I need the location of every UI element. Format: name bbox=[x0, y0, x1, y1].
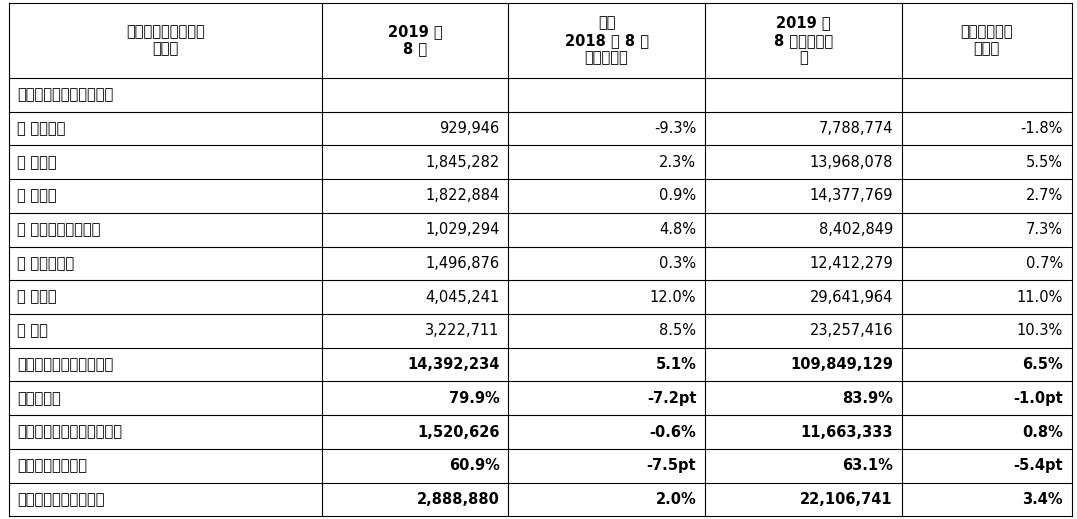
Text: 13,968,078: 13,968,078 bbox=[810, 155, 893, 170]
Text: 1,029,294: 1,029,294 bbox=[425, 222, 500, 237]
Text: 2019 年
8 月: 2019 年 8 月 bbox=[388, 24, 443, 57]
Text: 2.3%: 2.3% bbox=[659, 155, 696, 170]
Text: 23,257,416: 23,257,416 bbox=[810, 323, 893, 338]
Text: 14,392,234: 14,392,234 bbox=[407, 357, 500, 372]
Text: 1,822,884: 1,822,884 bbox=[425, 188, 500, 203]
Text: 可用座位千米数（千位）: 可用座位千米数（千位） bbox=[17, 357, 113, 372]
Text: － 北美洲: － 北美洲 bbox=[17, 290, 57, 305]
Text: 0.8%: 0.8% bbox=[1022, 425, 1063, 440]
Text: － 东南亚: － 东南亚 bbox=[17, 188, 57, 203]
Text: 可用货运吨千米数（千位）: 可用货运吨千米数（千位） bbox=[17, 425, 122, 440]
Text: － 南亚，中东及非洲: － 南亚，中东及非洲 bbox=[17, 222, 100, 237]
Text: 2019 年
8 个月累积数
字: 2019 年 8 个月累积数 字 bbox=[773, 16, 833, 65]
Text: 7,788,774: 7,788,774 bbox=[819, 121, 893, 136]
Text: 可用座位千米数（千位）: 可用座位千米数（千位） bbox=[17, 87, 113, 102]
Text: 1,496,876: 1,496,876 bbox=[425, 256, 500, 271]
Text: 7.3%: 7.3% bbox=[1026, 222, 1063, 237]
Text: 2.0%: 2.0% bbox=[656, 492, 696, 507]
Text: 83.9%: 83.9% bbox=[842, 391, 893, 406]
Text: 乘客运载率: 乘客运载率 bbox=[17, 391, 61, 406]
Text: 5.1%: 5.1% bbox=[656, 357, 696, 372]
Text: 10.3%: 10.3% bbox=[1017, 323, 1063, 338]
Text: 0.7%: 0.7% bbox=[1025, 256, 1063, 271]
Text: -1.0pt: -1.0pt bbox=[1013, 391, 1063, 406]
Text: 4.8%: 4.8% bbox=[659, 222, 696, 237]
Text: 对比
2018 年 8 月
差额百分比: 对比 2018 年 8 月 差额百分比 bbox=[564, 16, 648, 65]
Text: 29,641,964: 29,641,964 bbox=[810, 290, 893, 305]
Text: 2,888,880: 2,888,880 bbox=[417, 492, 500, 507]
Text: -1.8%: -1.8% bbox=[1021, 121, 1063, 136]
Text: 60.9%: 60.9% bbox=[449, 458, 500, 473]
Text: － 中国内地: － 中国内地 bbox=[17, 121, 66, 136]
Text: -5.4pt: -5.4pt bbox=[1013, 458, 1063, 473]
Text: 3.4%: 3.4% bbox=[1022, 492, 1063, 507]
Text: 14,377,769: 14,377,769 bbox=[810, 188, 893, 203]
Text: 11,663,333: 11,663,333 bbox=[800, 425, 893, 440]
Text: 929,946: 929,946 bbox=[439, 121, 500, 136]
Text: 0.3%: 0.3% bbox=[659, 256, 696, 271]
Text: 2.7%: 2.7% bbox=[1025, 188, 1063, 203]
Text: 8,402,849: 8,402,849 bbox=[819, 222, 893, 237]
Text: -9.3%: -9.3% bbox=[654, 121, 696, 136]
Text: -0.6%: -0.6% bbox=[649, 425, 696, 440]
Text: 1,520,626: 1,520,626 bbox=[417, 425, 500, 440]
Text: 4,045,241: 4,045,241 bbox=[425, 290, 500, 305]
Text: 6.5%: 6.5% bbox=[1022, 357, 1063, 372]
Text: 5.5%: 5.5% bbox=[1026, 155, 1063, 170]
Text: -7.2pt: -7.2pt bbox=[647, 391, 696, 406]
Text: － 东北亚: － 东北亚 bbox=[17, 155, 57, 170]
Text: 今年至今差额
百分比: 今年至今差额 百分比 bbox=[961, 24, 1012, 57]
Text: 12,412,279: 12,412,279 bbox=[809, 256, 893, 271]
Text: － 西南太平洋: － 西南太平洋 bbox=[17, 256, 74, 271]
Text: 8.5%: 8.5% bbox=[659, 323, 696, 338]
Text: 国泰／国泰港龙合计
可容量: 国泰／国泰港龙合计 可容量 bbox=[126, 24, 205, 57]
Text: 22,106,741: 22,106,741 bbox=[800, 492, 893, 507]
Text: 109,849,129: 109,849,129 bbox=[791, 357, 893, 372]
Text: 3,222,711: 3,222,711 bbox=[425, 323, 500, 338]
Text: 可用吨千米数（千位）: 可用吨千米数（千位） bbox=[17, 492, 104, 507]
Text: 1,845,282: 1,845,282 bbox=[425, 155, 500, 170]
Text: 79.9%: 79.9% bbox=[449, 391, 500, 406]
Text: -7.5pt: -7.5pt bbox=[646, 458, 696, 473]
Text: 63.1%: 63.1% bbox=[842, 458, 893, 473]
Text: 11.0%: 11.0% bbox=[1017, 290, 1063, 305]
Text: － 欧洲: － 欧洲 bbox=[17, 323, 48, 338]
Text: 货物及邮件运载率: 货物及邮件运载率 bbox=[17, 458, 87, 473]
Text: 0.9%: 0.9% bbox=[659, 188, 696, 203]
Text: 12.0%: 12.0% bbox=[649, 290, 696, 305]
